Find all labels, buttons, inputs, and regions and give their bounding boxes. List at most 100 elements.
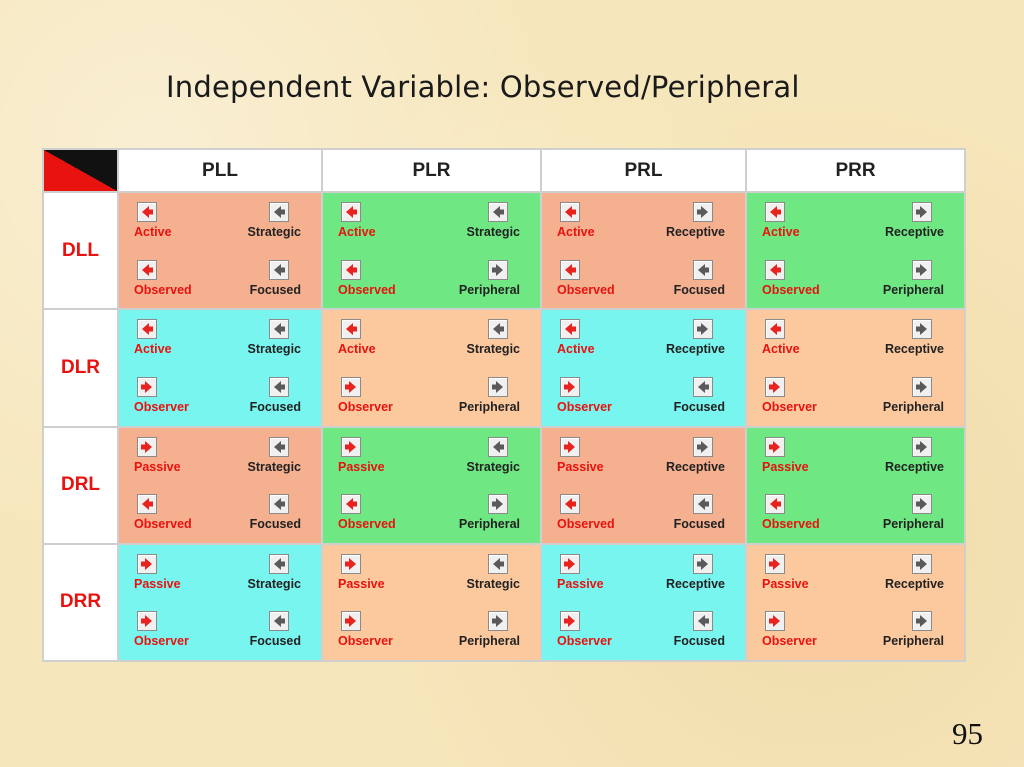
- arrow-left-red-icon: [137, 259, 157, 280]
- cell-label: Focused: [249, 634, 301, 649]
- arrow-left-red-icon: [137, 494, 157, 515]
- cell-label: Strategic: [466, 459, 521, 474]
- arrow-right-gray-icon: [912, 436, 932, 457]
- arrow-left-red-icon: [765, 494, 785, 515]
- slide-title: Independent Variable: Observed/Periphera…: [166, 70, 800, 104]
- cell-item-bottom-left: Observed: [748, 485, 856, 542]
- cell-item-top-left: Active: [120, 194, 220, 251]
- row-header: DRR: [42, 542, 119, 663]
- arrow-left-gray-icon: [269, 376, 289, 397]
- column-header: PLL: [117, 148, 323, 193]
- page-number: 95: [952, 716, 983, 751]
- cell-item-top-left: Active: [324, 311, 432, 368]
- cell-item-bottom-right: Peripheral: [432, 602, 540, 659]
- arrow-left-red-icon: [765, 202, 785, 222]
- arrow-left-gray-icon: [269, 611, 289, 632]
- cell-item-bottom-right: Focused: [644, 485, 745, 542]
- cell-label: Receptive: [665, 225, 725, 239]
- cell-item-top-right: Receptive: [856, 546, 964, 603]
- cell-item-bottom-right: Focused: [220, 251, 320, 308]
- condition-cell: Passive Receptive Observer Peripheral: [745, 542, 966, 663]
- cell-label: Active: [338, 342, 376, 357]
- condition-cell: Active Strategic Observed Peripheral: [321, 190, 542, 311]
- arrow-right-gray-icon: [693, 436, 713, 457]
- corner-cell: [42, 148, 119, 193]
- cell-item-bottom-right: Focused: [644, 602, 745, 659]
- cell-item-top-left: Passive: [324, 429, 432, 486]
- cell-item-bottom-left: Observer: [748, 368, 856, 425]
- arrow-right-red-icon: [137, 436, 157, 457]
- cell-item-top-left: Active: [543, 194, 644, 251]
- cell-label: Receptive: [665, 576, 725, 591]
- cell-item-top-right: Strategic: [220, 311, 320, 368]
- cell-item-bottom-right: Focused: [220, 602, 320, 659]
- arrow-left-red-icon: [341, 494, 361, 515]
- cell-item-top-left: Active: [324, 194, 432, 251]
- cell-label: Focused: [673, 399, 725, 414]
- cell-label: Peripheral: [882, 399, 944, 414]
- arrow-right-gray-icon: [912, 319, 932, 340]
- arrow-left-red-icon: [560, 202, 580, 222]
- cell-item-top-right: Receptive: [856, 311, 964, 368]
- cell-item-top-right: Strategic: [220, 194, 320, 251]
- cell-item-bottom-right: Focused: [220, 368, 320, 425]
- cell-label: Focused: [673, 517, 725, 532]
- cell-item-bottom-right: Peripheral: [856, 251, 964, 308]
- cell-item-bottom-right: Peripheral: [432, 485, 540, 542]
- column-header: PLR: [321, 148, 542, 193]
- cell-label: Observer: [134, 399, 189, 414]
- cell-label: Peripheral: [458, 634, 520, 649]
- arrow-right-gray-icon: [693, 202, 713, 222]
- arrow-right-red-icon: [341, 436, 361, 457]
- cell-item-top-left: Passive: [120, 546, 220, 603]
- cell-item-bottom-left: Observer: [748, 602, 856, 659]
- arrow-left-red-icon: [560, 259, 580, 280]
- cell-item-top-left: Active: [748, 311, 856, 368]
- condition-cell: Passive Receptive Observer Focused: [540, 542, 747, 663]
- cell-label: Observed: [557, 517, 615, 532]
- condition-cell: Passive Receptive Observed Peripheral: [745, 425, 966, 545]
- condition-cell: Active Strategic Observer Focused: [117, 308, 323, 428]
- cell-label: Receptive: [884, 225, 944, 239]
- column-header-row: PLL PLR PRL PRR: [42, 148, 966, 193]
- cell-label: Observed: [134, 282, 192, 297]
- condition-cell: Passive Strategic Observer Peripheral: [321, 542, 542, 663]
- arrow-left-gray-icon: [269, 436, 289, 457]
- arrow-left-gray-icon: [488, 553, 508, 574]
- cell-item-top-right: Receptive: [856, 194, 964, 251]
- cell-label: Passive: [134, 459, 181, 474]
- cell-label: Passive: [557, 459, 604, 474]
- cell-label: Strategic: [466, 342, 521, 357]
- cell-item-top-right: Receptive: [644, 546, 745, 603]
- cell-label: Active: [762, 342, 800, 357]
- cell-label: Active: [338, 225, 376, 239]
- row-header: DLL: [42, 190, 119, 311]
- cell-item-bottom-left: Observer: [543, 368, 644, 425]
- cell-item-top-left: Passive: [543, 546, 644, 603]
- cell-label: Peripheral: [882, 282, 944, 297]
- cell-label: Observed: [557, 282, 615, 297]
- arrow-right-red-icon: [137, 611, 157, 632]
- arrow-left-gray-icon: [269, 494, 289, 515]
- condition-cell: Passive Strategic Observer Focused: [117, 542, 323, 663]
- cell-label: Observed: [762, 517, 820, 532]
- arrow-right-red-icon: [560, 376, 580, 397]
- cell-label: Focused: [673, 634, 725, 649]
- arrow-right-red-icon: [137, 376, 157, 397]
- arrow-left-gray-icon: [693, 376, 713, 397]
- condition-cell: Active Receptive Observed Focused: [540, 190, 747, 311]
- arrow-right-red-icon: [560, 553, 580, 574]
- cell-label: Strategic: [247, 459, 302, 474]
- arrow-right-red-icon: [137, 553, 157, 574]
- arrow-right-red-icon: [765, 553, 785, 574]
- cell-label: Passive: [338, 576, 385, 591]
- cell-item-bottom-left: Observed: [748, 251, 856, 308]
- cell-item-top-right: Strategic: [432, 194, 540, 251]
- cell-item-top-left: Active: [543, 311, 644, 368]
- arrow-left-gray-icon: [269, 259, 289, 280]
- arrow-right-red-icon: [765, 611, 785, 632]
- arrow-left-gray-icon: [693, 494, 713, 515]
- arrow-right-red-icon: [560, 436, 580, 457]
- cell-item-bottom-left: Observer: [120, 602, 220, 659]
- arrow-left-gray-icon: [693, 259, 713, 280]
